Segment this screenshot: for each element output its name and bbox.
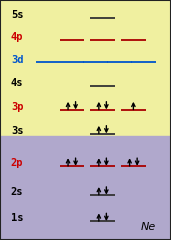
Bar [0, 0, 171, 136]
Text: 2s: 2s [11, 187, 23, 197]
Text: 3d: 3d [11, 54, 23, 65]
Text: 4s: 4s [11, 78, 23, 88]
Text: 3p: 3p [11, 102, 23, 112]
Text: 3s: 3s [11, 126, 23, 136]
Text: Ne: Ne [141, 222, 156, 232]
Text: 5s: 5s [11, 10, 23, 20]
Text: 4p: 4p [11, 32, 23, 42]
Text: 2p: 2p [11, 158, 23, 168]
Text: 1s: 1s [11, 213, 23, 223]
Bar [0, 136, 171, 240]
